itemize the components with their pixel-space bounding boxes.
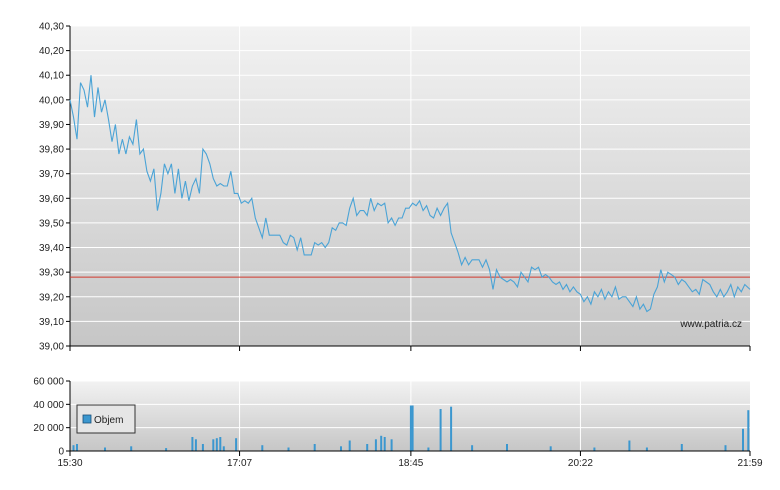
volume-bar <box>235 438 238 451</box>
volume-panel: 0 20 000 40 000 60 000 15:30 17:07 18:45 20:22… <box>33 377 763 470</box>
volume-bar <box>549 446 552 451</box>
volume-y-tick-label: 20 000 <box>33 423 64 434</box>
x-tick-label: 17:07 <box>227 458 252 469</box>
volume-y-tick-label: 40 000 <box>33 400 64 411</box>
price-series-line <box>69 75 751 313</box>
price-y-tick-label: 39,30 <box>39 268 64 279</box>
volume-bar <box>645 447 648 451</box>
volume-bar <box>383 437 386 451</box>
volume-bar <box>471 445 474 451</box>
volume-bar <box>130 446 133 451</box>
volume-bar <box>374 439 377 451</box>
price-y-tick-label: 40,00 <box>39 95 64 106</box>
price-y-tick-label: 39,40 <box>39 243 64 254</box>
volume-bar <box>72 445 75 451</box>
volume-bar <box>104 447 106 451</box>
price-y-tick-label: 40,30 <box>39 22 64 33</box>
legend-swatch <box>82 414 92 424</box>
volume-y-tick-label: 60 000 <box>33 377 64 388</box>
volume-bar <box>409 405 412 451</box>
volume-bar <box>742 428 744 451</box>
volume-bar <box>219 437 222 451</box>
volume-bar <box>287 447 290 451</box>
price-y-tick-label: 39,90 <box>39 120 64 131</box>
watermark: www.patria.cz <box>679 319 742 330</box>
price-y-tick-label: 39,50 <box>39 218 64 229</box>
volume-bar <box>390 439 393 451</box>
volume-bar <box>222 446 225 451</box>
volume-bar <box>366 444 369 451</box>
volume-bar <box>191 437 194 451</box>
price-y-tick-label: 39,80 <box>39 145 64 156</box>
price-y-tick-label: 39,60 <box>39 194 64 205</box>
volume-bar <box>348 440 351 451</box>
price-y-tick-label: 40,20 <box>39 46 64 57</box>
volume-bar <box>411 405 414 451</box>
volume-bar <box>340 446 342 451</box>
x-tick-label: 15:30 <box>57 458 82 469</box>
legend-label-objem: Objem <box>94 415 123 426</box>
price-panel: 39,00 39,10 39,20 39,30 39,40 39,50 39,60 39,70… <box>39 22 751 353</box>
volume-bar <box>450 406 453 451</box>
volume-bar <box>747 410 750 451</box>
volume-bar <box>506 444 508 451</box>
x-tick-label: 21:59 <box>737 458 762 469</box>
price-y-tick-label: 39,00 <box>39 342 64 353</box>
volume-bar <box>680 444 683 451</box>
volume-bar <box>724 445 727 451</box>
x-tick-label: 20:22 <box>568 458 593 469</box>
volume-bar <box>593 447 596 451</box>
volume-y-axis-ticks: 0 20 000 40 000 60 000 <box>33 377 71 458</box>
volume-x-axis-ticks: 15:30 17:07 18:45 20:22 21:59 <box>57 451 763 469</box>
volume-bar <box>628 440 631 451</box>
volume-bar <box>76 444 78 451</box>
volume-bar <box>201 444 204 451</box>
price-vertical-grid <box>239 26 581 346</box>
volume-bar <box>215 438 218 451</box>
volume-bar <box>261 445 264 451</box>
price-y-tick-label: 39,20 <box>39 292 64 303</box>
volume-bars <box>72 405 750 451</box>
volume-bar <box>212 439 215 451</box>
price-y-axis-ticks: 39,00 39,10 39,20 39,30 39,40 39,50 39,60 39,70… <box>39 22 71 353</box>
volume-bar <box>380 435 383 451</box>
price-y-tick-label: 39,10 <box>39 317 64 328</box>
x-tick-label: 18:45 <box>398 458 423 469</box>
price-y-tick-label: 39,70 <box>39 169 64 180</box>
price-x-axis-ticks <box>69 346 751 351</box>
price-horizontal-grid <box>70 25 750 322</box>
volume-bar <box>194 439 197 451</box>
volume-bar <box>439 409 442 451</box>
price-plot-area <box>70 26 750 346</box>
volume-y-tick-label: 0 <box>58 447 64 458</box>
volume-bar <box>427 447 430 451</box>
volume-legend: Objem <box>76 404 136 434</box>
volume-bar <box>165 448 168 451</box>
price-y-tick-label: 40,10 <box>39 71 64 82</box>
volume-bar <box>313 444 316 451</box>
